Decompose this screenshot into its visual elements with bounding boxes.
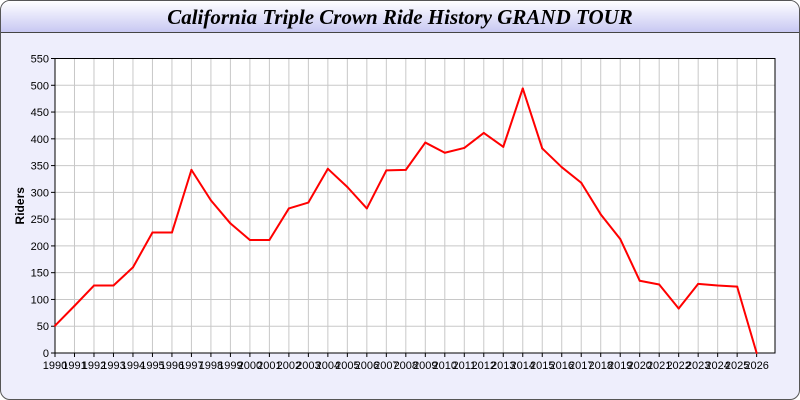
x-tick-label: 2024 — [705, 360, 729, 372]
y-tick-label: 300 — [31, 187, 49, 199]
x-tick-label: 2011 — [452, 360, 476, 372]
x-tick-label: 1997 — [179, 360, 203, 372]
x-tick-label: 2007 — [374, 360, 398, 372]
data-point — [521, 87, 524, 90]
data-point — [248, 239, 251, 242]
data-point — [424, 141, 427, 144]
data-point — [463, 146, 466, 149]
data-point — [560, 166, 563, 169]
x-tick-label: 2001 — [257, 360, 281, 372]
y-tick-label: 500 — [31, 80, 49, 92]
y-axis-label: Riders — [13, 187, 27, 225]
x-tick-label: 2000 — [238, 360, 262, 372]
x-tick-label: 1995 — [140, 360, 164, 372]
data-point — [326, 167, 329, 170]
x-tick-label: 1992 — [82, 360, 106, 372]
data-point — [190, 168, 193, 171]
data-point — [658, 283, 661, 286]
x-tick-label: 2013 — [491, 360, 515, 372]
y-tick-label: 450 — [31, 107, 49, 119]
x-tick-label: 2012 — [472, 360, 496, 372]
x-tick-label: 2017 — [569, 360, 593, 372]
x-tick-label: 2004 — [316, 360, 340, 372]
y-tick-label: 200 — [31, 241, 49, 253]
data-point — [638, 279, 641, 282]
x-tick-label: 2020 — [627, 360, 651, 372]
data-point — [73, 304, 76, 307]
data-point — [619, 237, 622, 240]
data-point — [755, 352, 758, 354]
x-tick-label: 1990 — [43, 360, 67, 372]
x-tick-label: 2003 — [296, 360, 320, 372]
data-point — [229, 222, 232, 225]
x-tick-label: 2016 — [549, 360, 573, 372]
data-point — [482, 131, 485, 134]
x-tick-label: 2008 — [394, 360, 418, 372]
x-tick-label: 2022 — [666, 360, 690, 372]
data-point — [677, 307, 680, 310]
x-tick-label: 2014 — [511, 360, 535, 372]
y-tick-label: 250 — [31, 214, 49, 226]
data-point — [209, 199, 212, 202]
y-tick-label: 50 — [37, 321, 49, 333]
data-point — [404, 168, 407, 171]
y-tick-label: 550 — [31, 54, 49, 66]
y-tick-label: 150 — [31, 268, 49, 280]
x-tick-label: 2026 — [744, 360, 768, 372]
data-point — [307, 201, 310, 204]
x-tick-label: 2009 — [413, 360, 437, 372]
plot-border — [54, 58, 776, 354]
x-tick-label: 2019 — [608, 360, 632, 372]
x-tick-label: 2002 — [277, 360, 301, 372]
x-tick-label: 1998 — [199, 360, 223, 372]
data-point — [541, 147, 544, 150]
data-point — [716, 284, 719, 287]
title-bar: California Triple Crown Ride History GRA… — [1, 1, 799, 33]
x-tick-label: 2021 — [647, 360, 671, 372]
data-point — [697, 282, 700, 285]
chart-title: California Triple Crown Ride History GRA… — [167, 5, 633, 29]
data-point — [599, 213, 602, 216]
data-point — [580, 181, 583, 184]
x-tick-label: 2018 — [588, 360, 612, 372]
data-point — [131, 266, 134, 269]
x-tick-label: 2023 — [686, 360, 710, 372]
data-point — [346, 186, 349, 189]
x-tick-label: 2025 — [725, 360, 749, 372]
x-tick-label: 1996 — [160, 360, 184, 372]
x-tick-label: 2005 — [335, 360, 359, 372]
data-point — [287, 207, 290, 210]
data-point — [268, 239, 271, 242]
data-point — [736, 285, 739, 288]
x-tick-label: 2006 — [355, 360, 379, 372]
y-tick-label: 0 — [43, 348, 49, 360]
x-tick-label: 1993 — [101, 360, 125, 372]
data-point — [385, 169, 388, 172]
x-tick-label: 2015 — [530, 360, 554, 372]
x-tick-label: 1991 — [62, 360, 86, 372]
data-point — [151, 231, 154, 234]
data-point — [502, 145, 505, 148]
data-point — [170, 231, 173, 234]
data-point — [54, 324, 56, 327]
data-point — [112, 284, 115, 287]
y-tick-label: 100 — [31, 294, 49, 306]
y-tick-label: 350 — [31, 161, 49, 173]
data-point — [365, 207, 368, 210]
x-tick-label: 2010 — [433, 360, 457, 372]
x-tick-label: 1999 — [218, 360, 242, 372]
y-tick-label: 400 — [31, 134, 49, 146]
data-point — [443, 151, 446, 154]
data-point — [92, 284, 95, 287]
x-tick-label: 1994 — [121, 360, 145, 372]
plot-area — [55, 58, 775, 353]
